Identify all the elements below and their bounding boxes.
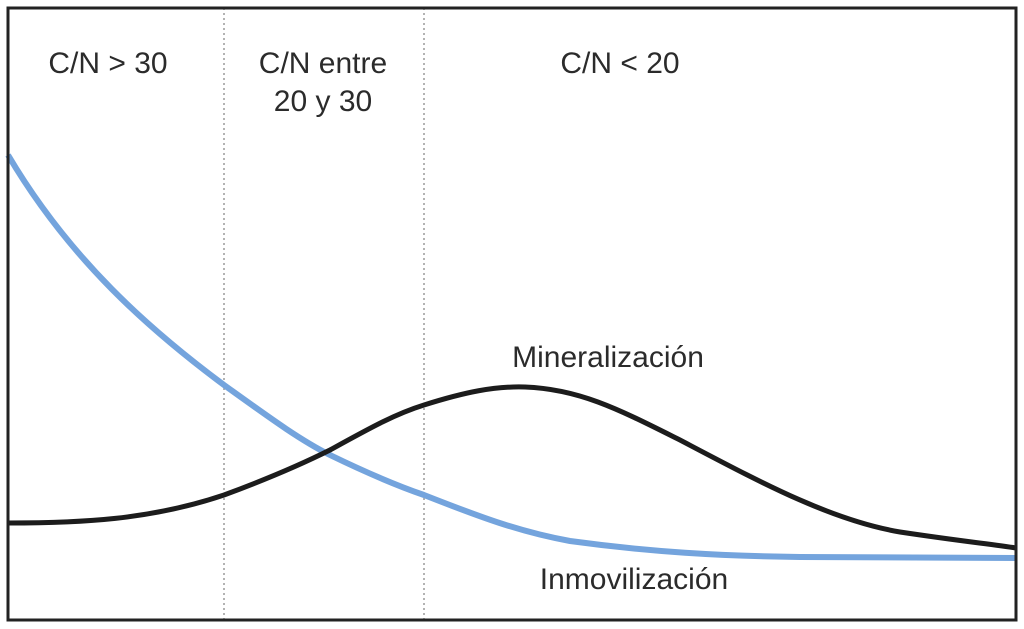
region-label: C/N > 30 <box>48 47 167 80</box>
region-label: C/N entre <box>259 47 387 80</box>
curve-label: Mineralización <box>512 341 704 374</box>
frame <box>6 6 1018 622</box>
mineralizacion-curve <box>7 384 1017 551</box>
region-label: C/N < 20 <box>560 47 679 80</box>
inmovilizacion-curve <box>5 153 1017 561</box>
region-label: 20 y 30 <box>274 85 372 118</box>
curve-label: Inmovilización <box>540 563 728 596</box>
